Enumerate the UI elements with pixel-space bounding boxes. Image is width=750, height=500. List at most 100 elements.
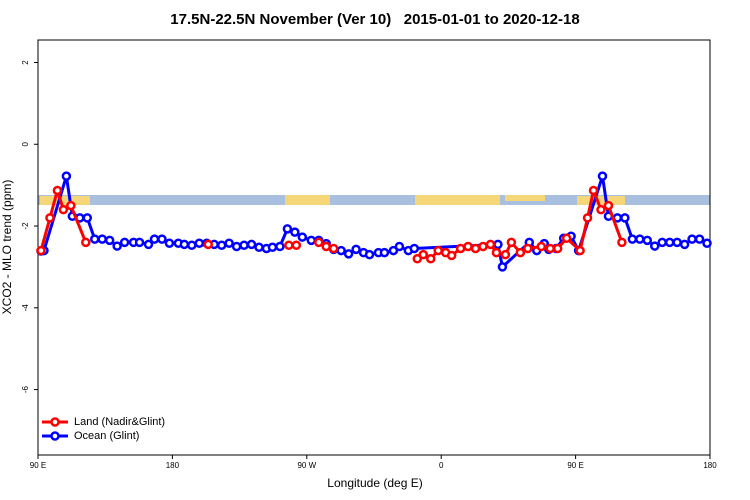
data-point bbox=[425, 253, 436, 264]
y-tick-label: 0 bbox=[21, 141, 30, 146]
data-point bbox=[596, 204, 606, 215]
data-point bbox=[343, 249, 354, 259]
data-point bbox=[485, 239, 496, 250]
data-point bbox=[351, 244, 361, 255]
data-point bbox=[58, 204, 69, 215]
x-tick-label: 180 bbox=[166, 461, 180, 470]
data-point bbox=[36, 245, 46, 256]
data-point bbox=[497, 262, 508, 272]
data-point bbox=[164, 238, 175, 248]
legend-label: Ocean (Glint) bbox=[74, 430, 139, 442]
map-strip bbox=[38, 195, 710, 205]
data-point bbox=[491, 247, 502, 258]
data-point bbox=[506, 237, 517, 248]
data-point bbox=[61, 171, 72, 181]
data-point bbox=[291, 240, 302, 251]
data-point bbox=[231, 241, 242, 252]
data-point bbox=[582, 213, 593, 223]
data-point bbox=[282, 224, 293, 234]
legend-marker bbox=[50, 431, 60, 441]
data-point bbox=[134, 237, 145, 248]
data-point bbox=[224, 238, 234, 248]
data-point bbox=[82, 213, 93, 223]
data-point bbox=[635, 234, 645, 244]
data-point bbox=[321, 241, 331, 252]
y-axis-label: XCO2 - MLO trend (ppm) bbox=[0, 180, 14, 315]
data-point bbox=[523, 243, 533, 254]
chart-title: 17.5N-22.5N November (Ver 10) 2015-01-01… bbox=[170, 11, 579, 28]
data-point bbox=[412, 253, 423, 264]
data-point bbox=[81, 237, 91, 248]
data-point bbox=[297, 232, 308, 242]
data-point bbox=[254, 242, 264, 253]
data-point bbox=[313, 237, 324, 248]
y-tick-label: -4 bbox=[21, 304, 30, 312]
data-point bbox=[642, 235, 653, 246]
data-point bbox=[284, 240, 294, 251]
data-point bbox=[275, 241, 285, 252]
data-point bbox=[194, 238, 205, 248]
x-tick-label: 180 bbox=[703, 461, 717, 470]
data-point bbox=[561, 233, 572, 244]
data-point bbox=[149, 234, 160, 244]
data-point bbox=[657, 237, 667, 248]
data-point bbox=[627, 234, 638, 244]
data-point bbox=[603, 200, 614, 211]
data-point bbox=[394, 241, 405, 252]
data-point bbox=[694, 234, 705, 244]
data-point bbox=[52, 185, 63, 196]
data-point bbox=[179, 239, 190, 250]
data-point bbox=[597, 171, 608, 181]
data-point bbox=[515, 247, 526, 258]
data-point bbox=[157, 234, 167, 244]
data-point bbox=[536, 241, 547, 252]
data-point bbox=[470, 243, 481, 254]
y-tick-label: -2 bbox=[21, 222, 30, 230]
data-point bbox=[649, 241, 660, 251]
data-point bbox=[66, 200, 76, 211]
x-axis-label: Longitude (deg E) bbox=[327, 476, 422, 490]
data-point bbox=[588, 185, 599, 196]
data-point bbox=[552, 243, 563, 254]
data-point bbox=[239, 240, 249, 251]
data-point bbox=[379, 247, 390, 258]
data-point bbox=[664, 237, 675, 248]
data-point bbox=[119, 237, 130, 248]
data-point bbox=[45, 213, 55, 223]
data-point bbox=[112, 241, 122, 251]
data-point bbox=[388, 245, 399, 256]
data-point bbox=[89, 234, 100, 244]
x-tick-label: 0 bbox=[439, 461, 444, 470]
data-point bbox=[679, 239, 690, 250]
data-point bbox=[216, 240, 227, 251]
y-tick-label: 2 bbox=[21, 60, 30, 65]
data-point bbox=[267, 242, 278, 253]
data-point bbox=[702, 238, 712, 248]
data-point bbox=[672, 237, 682, 248]
data-point bbox=[493, 239, 503, 250]
data-point bbox=[336, 245, 346, 256]
data-point bbox=[104, 235, 115, 246]
data-point bbox=[500, 249, 511, 260]
data-point bbox=[687, 234, 697, 244]
x-tick-label: 90 W bbox=[297, 461, 316, 470]
data-point bbox=[97, 234, 107, 244]
legend-label: Land (Nadir&Glint) bbox=[74, 416, 165, 428]
data-point bbox=[545, 243, 555, 254]
data-point bbox=[306, 235, 317, 246]
plot-frame bbox=[37, 39, 711, 456]
data-point bbox=[463, 241, 473, 252]
data-point bbox=[617, 237, 627, 248]
data-point bbox=[409, 243, 420, 254]
data-point bbox=[246, 239, 257, 250]
data-point bbox=[455, 243, 466, 254]
data-point bbox=[433, 245, 443, 256]
data-point bbox=[187, 240, 197, 251]
y-tick-label: -6 bbox=[21, 385, 30, 393]
data-point bbox=[328, 243, 339, 254]
data-point bbox=[478, 241, 488, 252]
data-point bbox=[203, 239, 213, 250]
data-point bbox=[418, 249, 429, 260]
data-point bbox=[575, 245, 585, 256]
legend-marker bbox=[50, 417, 60, 427]
